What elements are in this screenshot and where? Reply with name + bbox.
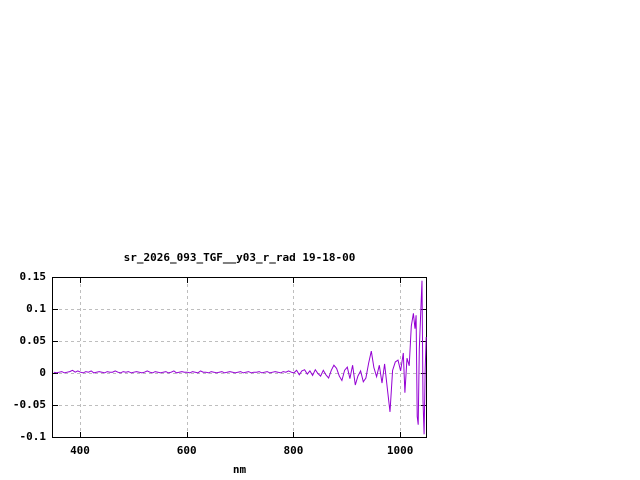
y-tick-label: 0.15: [19, 270, 47, 283]
x-tick-label: 400: [70, 444, 90, 457]
plot-svg: [52, 277, 427, 438]
y-tick-label: -0.05: [12, 398, 46, 411]
x-axis-title: nm: [232, 463, 247, 476]
y-tick-label: 0.1: [26, 302, 46, 315]
x-tick-label: 1000: [386, 444, 414, 457]
chart-title: sr_2026_093_TGF__y03_r_rad 19-18-00: [123, 251, 356, 264]
y-tick-label: 0: [39, 366, 46, 379]
data-series-line: [53, 280, 427, 435]
y-tick-label: -0.1: [19, 430, 47, 443]
y-tick-label: 0.05: [19, 334, 47, 347]
x-tick-label: 600: [176, 444, 197, 457]
x-tick-label: 800: [283, 444, 304, 457]
